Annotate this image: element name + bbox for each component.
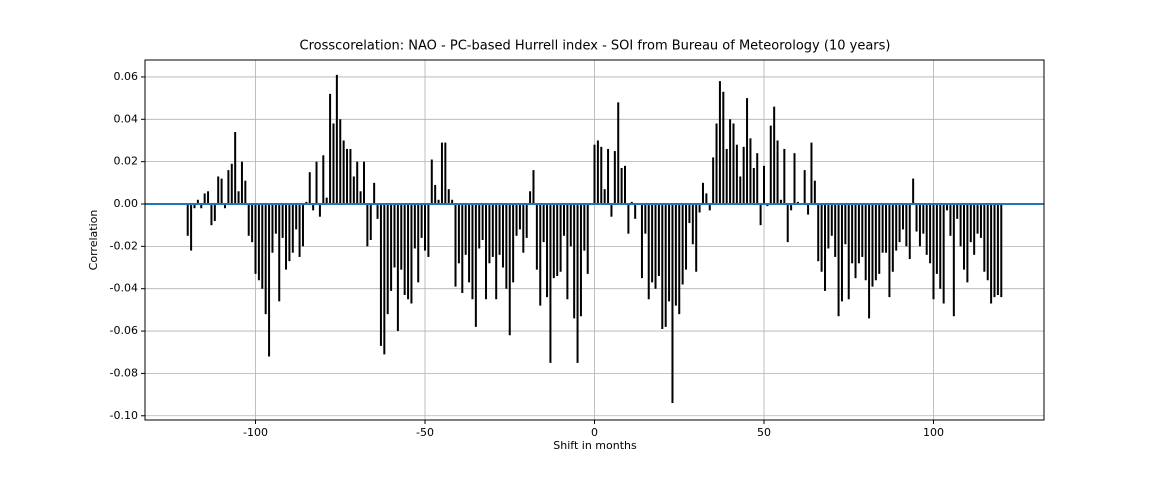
y-axis-label: Correlation	[87, 210, 100, 271]
y-tick-label: 0.04	[114, 112, 139, 125]
y-tick-label: 0.02	[114, 155, 139, 168]
y-tick-label: -0.08	[110, 366, 138, 379]
y-tick-label: -0.04	[110, 282, 138, 295]
x-tick-label: 50	[757, 426, 771, 439]
y-tick-label: -0.02	[110, 239, 138, 252]
x-tick-label: 100	[923, 426, 944, 439]
y-tick-label: -0.10	[110, 409, 138, 422]
y-tick-label: -0.06	[110, 324, 138, 337]
chart-title: Crosscorelation: NAO - PC-based Hurrell …	[300, 39, 891, 54]
x-axis-label: Shift in months	[553, 439, 637, 452]
x-tick-label: 0	[591, 426, 598, 439]
x-tick-label: -50	[416, 426, 434, 439]
plot-frame	[144, 59, 1045, 421]
y-tick-label: 0.00	[114, 197, 139, 210]
y-tick-label: 0.06	[114, 70, 139, 83]
x-tick-label: -100	[243, 426, 268, 439]
